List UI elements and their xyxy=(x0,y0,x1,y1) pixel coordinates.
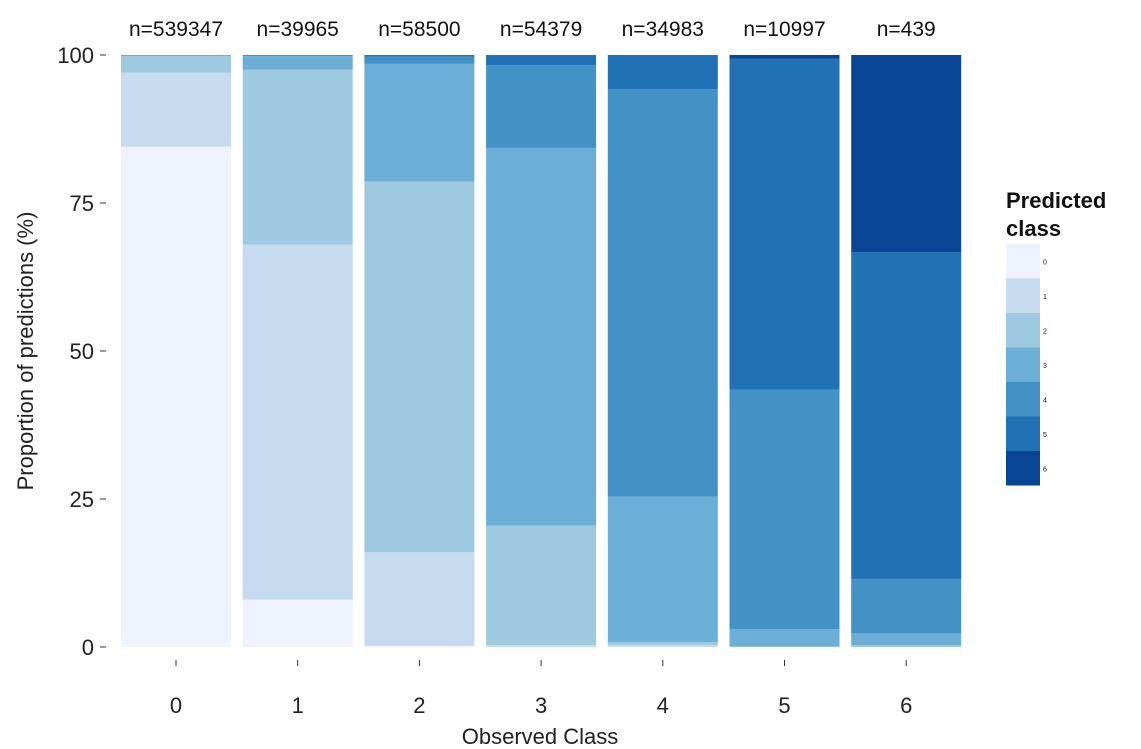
bar-segment-class-2-pred-4 xyxy=(364,56,475,64)
bar-segment-class-3-pred-4 xyxy=(486,65,597,148)
legend: Predicted class 0 1 2 3 4 5 6 xyxy=(1006,188,1106,486)
legend-swatch xyxy=(1006,416,1040,451)
x-tick-label: 2 xyxy=(413,693,425,718)
legend-key-label: 6 xyxy=(1043,466,1047,473)
bar-segment-class-4-pred-4 xyxy=(607,89,718,497)
bar-segment-class-1-pred-2 xyxy=(242,69,353,245)
legend-swatch xyxy=(1006,244,1040,279)
bar-segment-class-2-pred-5 xyxy=(364,55,475,57)
bar-segment-class-0-pred-0 xyxy=(121,146,231,647)
x-tick-label: 0 xyxy=(170,693,182,718)
legend-swatch xyxy=(1006,451,1040,486)
n-label: n=439 xyxy=(877,18,936,41)
n-label: n=34983 xyxy=(622,18,704,41)
bar-segment-class-5-pred-3 xyxy=(729,629,840,647)
bars-group xyxy=(121,55,962,647)
n-labels-group: n=539347 n=39965 n=58500 n=54379 n=34983 n=10… xyxy=(129,18,936,41)
x-tick-label: 5 xyxy=(778,693,790,718)
bar-segment-class-1-pred-3 xyxy=(242,56,353,70)
x-tick-label: 1 xyxy=(292,693,304,718)
bar-segment-class-6-pred-5 xyxy=(851,252,962,579)
y-tick-label: 50 xyxy=(70,339,94,364)
legend-key-label: 3 xyxy=(1043,363,1047,370)
legend-swatch xyxy=(1006,313,1040,348)
bar-segment-class-3-pred-5 xyxy=(486,55,597,66)
n-label: n=58500 xyxy=(378,18,460,41)
y-tick-label: 25 xyxy=(70,487,94,512)
y-tick-label: 75 xyxy=(70,191,94,216)
bar-segment-class-1-pred-4 xyxy=(242,55,353,57)
legend-key-label: 0 xyxy=(1043,259,1047,266)
n-label: n=39965 xyxy=(257,18,339,41)
bar-segment-class-0-pred-3 xyxy=(121,55,231,57)
bar-segment-class-4-pred-2 xyxy=(607,642,718,646)
x-axis: 0 1 2 3 4 5 6 xyxy=(170,660,912,718)
legend-keys: 0 1 2 3 4 5 6 xyxy=(1006,244,1047,486)
bar-segment-class-1-pred-0 xyxy=(242,599,353,647)
bar-segment-class-5-pred-2 xyxy=(729,646,840,647)
legend-key-label: 4 xyxy=(1043,397,1047,404)
x-axis-title: Observed Class xyxy=(462,724,619,749)
legend-title-line1: Predicted xyxy=(1006,188,1106,213)
bar-segment-class-3-pred-1 xyxy=(486,645,597,647)
legend-key-label: 5 xyxy=(1043,432,1047,439)
bar-segment-class-2-pred-1 xyxy=(364,552,475,646)
bar-segment-class-2-pred-0 xyxy=(364,645,475,647)
bar-segment-class-3-pred-2 xyxy=(486,525,597,646)
bar-segment-class-2-pred-3 xyxy=(364,63,475,182)
bar-segment-class-6-pred-3 xyxy=(851,633,962,646)
legend-key-label: 1 xyxy=(1043,294,1047,301)
n-label: n=539347 xyxy=(129,18,223,41)
bar-segment-class-0-pred-2 xyxy=(121,56,231,73)
bar-segment-class-0-pred-1 xyxy=(121,72,231,147)
x-tick-label: 6 xyxy=(900,693,912,718)
bar-segment-class-5-pred-4 xyxy=(729,389,840,630)
y-tick-label: 100 xyxy=(57,43,94,68)
y-axis: 0 25 50 75 100 xyxy=(57,43,106,660)
bar-segment-class-5-pred-6 xyxy=(729,55,840,59)
legend-key-label: 2 xyxy=(1043,328,1047,335)
bar-segment-class-6-pred-4 xyxy=(851,578,962,634)
x-tick-label: 4 xyxy=(657,693,669,718)
legend-swatch xyxy=(1006,278,1040,313)
bar-segment-class-4-pred-3 xyxy=(607,496,718,643)
bar-segment-class-4-pred-1 xyxy=(607,645,718,647)
bar-segment-class-3-pred-3 xyxy=(486,147,597,526)
bar-segment-class-1-pred-1 xyxy=(242,244,353,600)
x-tick-label: 3 xyxy=(535,693,547,718)
legend-title-line2: class xyxy=(1006,216,1061,241)
bar-segment-class-4-pred-5 xyxy=(607,55,718,90)
y-tick-label: 0 xyxy=(82,635,94,660)
n-label: n=10997 xyxy=(743,18,825,41)
legend-swatch xyxy=(1006,347,1040,382)
legend-swatch xyxy=(1006,382,1040,417)
y-axis-title: Proportion of predictions (%) xyxy=(13,212,38,491)
bar-segment-class-5-pred-5 xyxy=(729,58,840,390)
bar-segment-class-6-pred-2 xyxy=(851,645,962,647)
bar-segment-class-6-pred-6 xyxy=(851,55,962,253)
n-label: n=54379 xyxy=(500,18,582,41)
bar-segment-class-2-pred-2 xyxy=(364,181,475,553)
